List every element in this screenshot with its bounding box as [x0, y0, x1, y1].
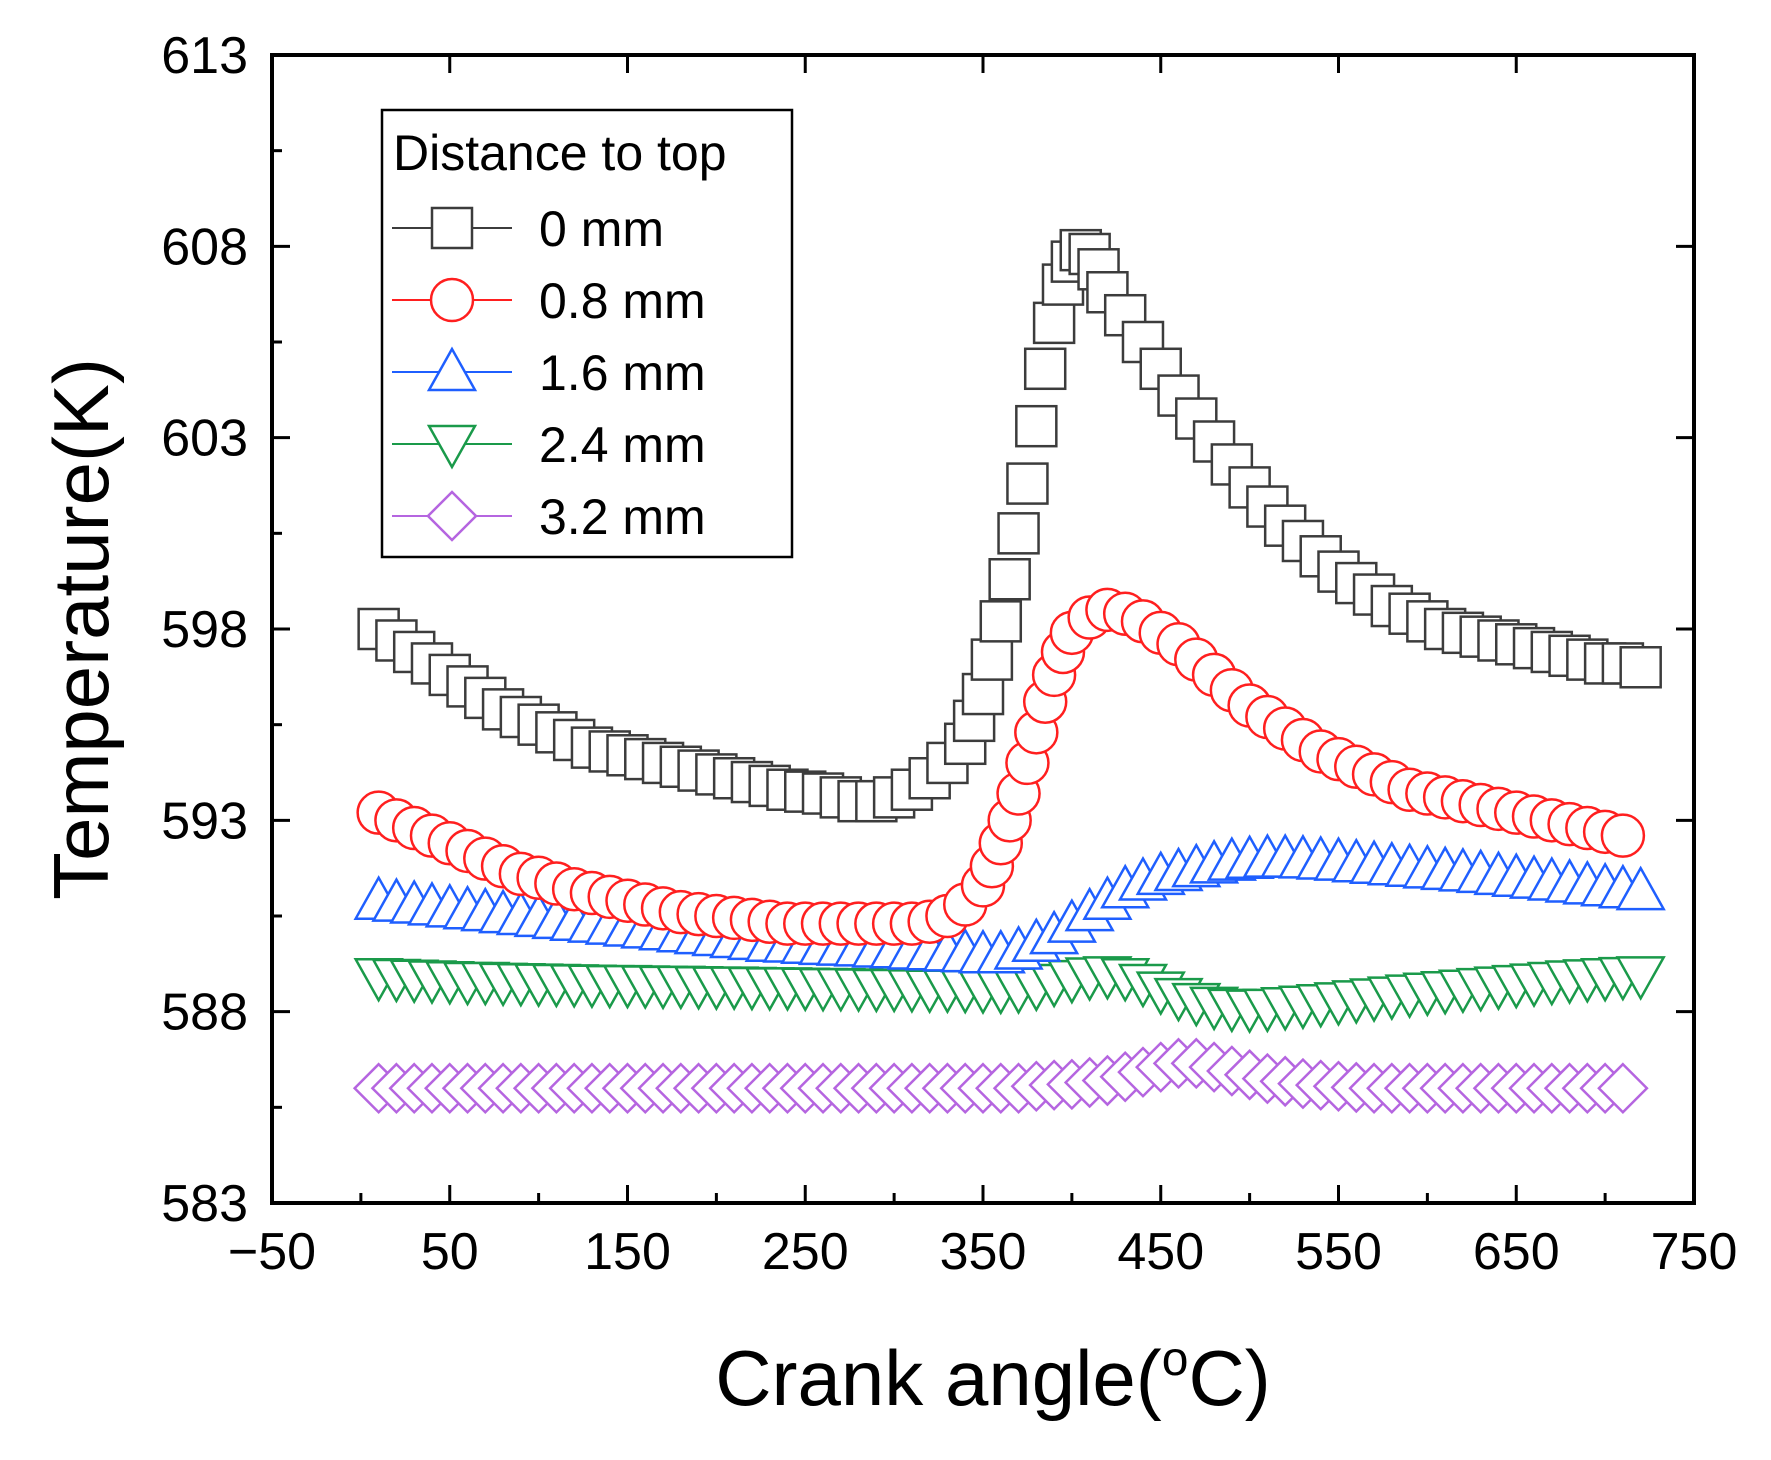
x-tick-label: 450 [1117, 1223, 1204, 1281]
data-point [1615, 956, 1666, 1001]
data-point [1023, 347, 1067, 391]
legend-entry-label: 1.6 mm [539, 345, 706, 401]
ticks-layer: −50 50 150 250 350 450 550 650 750 583 588 593 598 60… [161, 27, 1737, 1281]
data-point [1615, 865, 1666, 911]
x-tick-label: 750 [1651, 1223, 1738, 1281]
legend-swatch-marker [430, 206, 474, 250]
series-3-2-mm [352, 1037, 1649, 1114]
legend-swatch-marker [429, 277, 475, 323]
legend-swatch-marker [426, 346, 478, 392]
data-point [970, 638, 1014, 681]
legend-box [380, 108, 794, 559]
y-axis-title: Temperature(K) [37, 358, 125, 900]
x-tick-label: 50 [421, 1223, 479, 1281]
x-axis-title-degree: o [1162, 1333, 1189, 1386]
legend-swatch-marker [426, 424, 478, 470]
legend: Distance to top 0 mm 0.8 mm 1.6 mm 2.4 mm 3.… [380, 108, 794, 559]
x-tick-label: 350 [940, 1223, 1027, 1281]
legend-entry-label: 3.2 mm [539, 489, 706, 545]
x-tick-label: 250 [762, 1223, 849, 1281]
series-2-4-mm [353, 956, 1666, 1035]
y-tick-label: 608 [161, 218, 248, 276]
legend-title: Distance to top [393, 125, 727, 181]
legend-entry-label: 0 mm [539, 201, 664, 257]
y-tick-label: 598 [161, 601, 248, 659]
data-point [1032, 301, 1076, 345]
x-tick-label: 650 [1473, 1223, 1560, 1281]
x-tick-label: −50 [228, 1223, 316, 1281]
data-point [1619, 646, 1662, 689]
series-layer [352, 228, 1666, 1114]
data-point [979, 600, 1023, 643]
x-axis-title-suffix: C) [1188, 1334, 1270, 1422]
x-axis-title-main: Crank angle( [715, 1334, 1162, 1422]
legend-entry-label: 2.4 mm [539, 417, 706, 473]
x-tick-label: 150 [584, 1223, 671, 1281]
legend-entries: 0 mm 0.8 mm 1.6 mm 2.4 mm 3.2 mm [392, 201, 706, 545]
data-point [1015, 404, 1058, 448]
legend-swatch-marker [426, 490, 478, 542]
y-tick-label: 583 [161, 1175, 248, 1233]
y-tick-label: 588 [161, 984, 248, 1042]
y-tick-label: 603 [161, 410, 248, 468]
data-point [1597, 1062, 1649, 1114]
series-0-mm [357, 228, 1662, 823]
x-axis-title: Crank angle(oC) [715, 1333, 1271, 1422]
legend-entry-label: 0.8 mm [539, 273, 706, 329]
y-tick-label: 593 [161, 792, 248, 850]
data-point [1600, 813, 1646, 858]
series-1-6-mm [353, 833, 1666, 974]
data-point [988, 558, 1031, 601]
data-point [1006, 462, 1049, 505]
x-tick-label: 550 [1295, 1223, 1382, 1281]
series-0-8-mm [356, 587, 1646, 946]
data-point [997, 512, 1040, 555]
y-tick-label: 613 [161, 27, 248, 85]
